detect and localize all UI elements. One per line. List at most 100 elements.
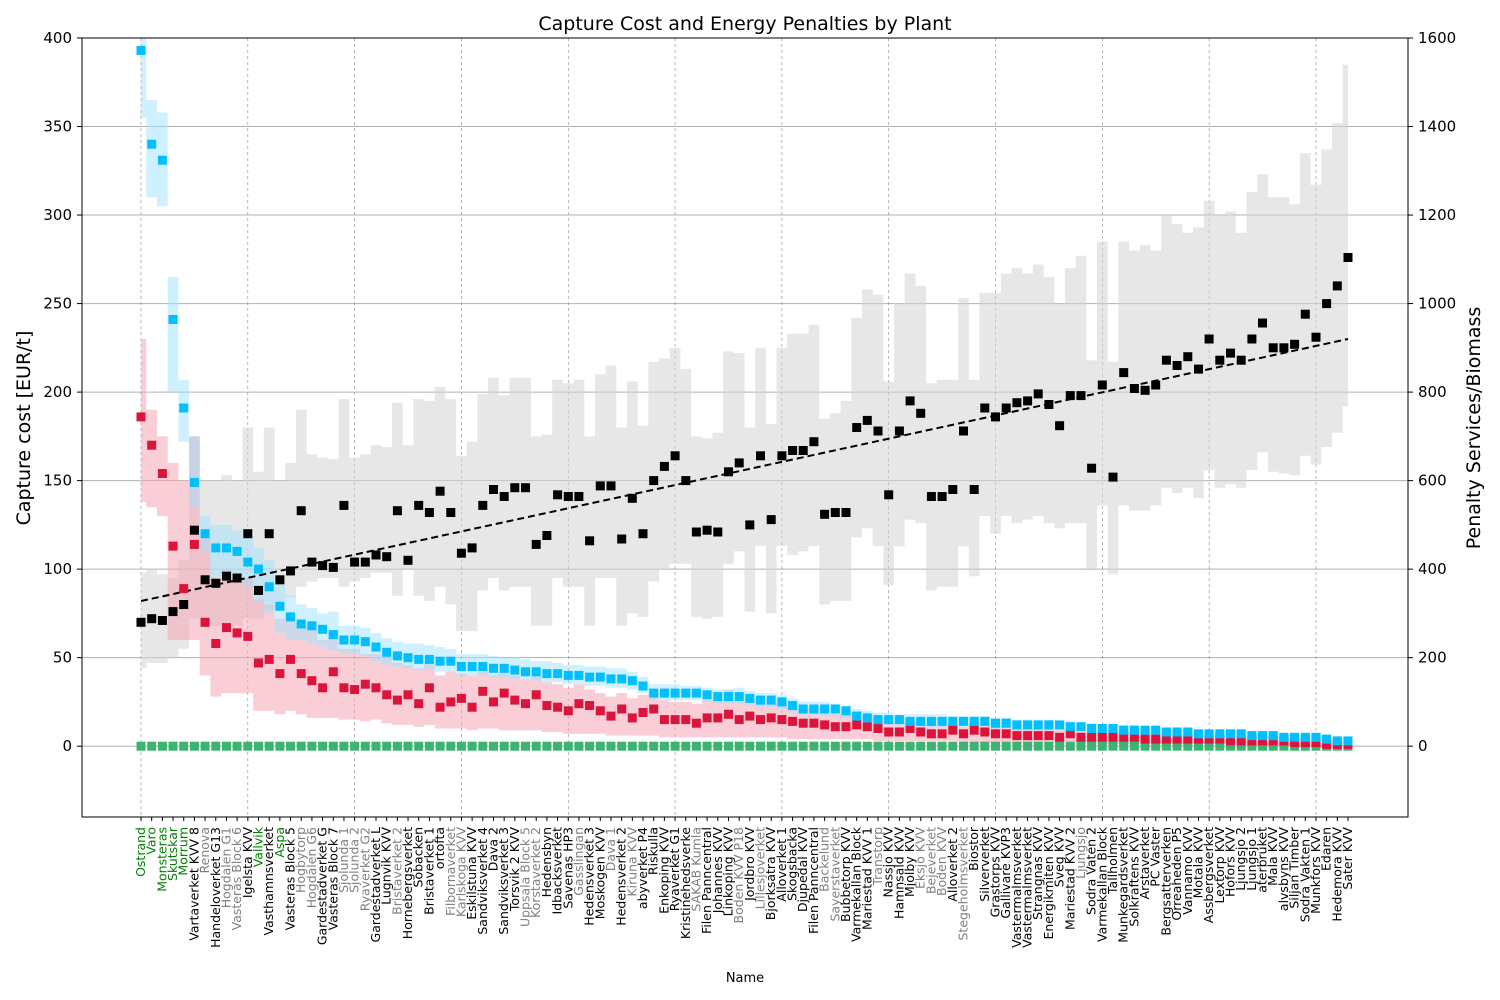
plant-name-label: SAKAB Kumla bbox=[688, 827, 703, 912]
red-penalty-marker bbox=[873, 724, 883, 733]
blue-penalty-marker bbox=[1065, 722, 1075, 732]
blue-penalty-marker bbox=[595, 672, 605, 682]
blue-penalty-marker bbox=[424, 654, 434, 664]
zero-marker bbox=[1247, 741, 1257, 751]
blue-penalty-marker bbox=[1215, 729, 1225, 739]
zero-marker bbox=[638, 741, 648, 751]
zero-marker bbox=[435, 741, 445, 751]
zero-marker bbox=[1087, 741, 1097, 751]
plant-name-label: Vartaverket KVV 8 bbox=[186, 827, 201, 941]
cost-marker bbox=[905, 396, 915, 406]
red-penalty-marker bbox=[638, 708, 648, 717]
zero-marker bbox=[1215, 741, 1225, 751]
red-penalty-marker bbox=[296, 669, 306, 679]
cost-marker bbox=[617, 534, 627, 544]
blue-penalty-marker bbox=[1268, 731, 1278, 741]
plant-name-label: Ljungsjo 1 bbox=[1244, 827, 1259, 891]
red-penalty-marker bbox=[1236, 736, 1246, 746]
blue-penalty-marker bbox=[1172, 727, 1182, 737]
cost-marker bbox=[296, 506, 306, 516]
zero-marker bbox=[200, 741, 210, 751]
cost-marker bbox=[232, 573, 242, 583]
plant-name-label: Bristaverket 2 bbox=[389, 827, 404, 915]
plant-name-label: Ljungsjo 2 bbox=[1233, 827, 1248, 891]
red-penalty-marker bbox=[841, 722, 851, 732]
red-penalty-marker bbox=[1033, 731, 1043, 741]
plant-name-label: Hedensverket 2 bbox=[614, 827, 629, 926]
cost-marker bbox=[1108, 472, 1118, 482]
zero-marker bbox=[1183, 741, 1193, 751]
red-penalty-marker bbox=[585, 701, 595, 710]
zero-marker bbox=[905, 741, 915, 751]
plant-name-label: Mariestad KVV 2 bbox=[1062, 827, 1077, 930]
cost-marker bbox=[1343, 253, 1353, 262]
zero-marker bbox=[542, 741, 552, 751]
plant-name-label: Hedemora KVV bbox=[1329, 827, 1344, 922]
zero-marker bbox=[414, 741, 424, 751]
red-penalty-marker bbox=[360, 679, 370, 689]
cost-marker bbox=[1055, 421, 1065, 431]
trend-line bbox=[140, 338, 1349, 602]
plant-name-label: Bejeverket bbox=[923, 827, 938, 894]
plant-name-label: Orreaheden P5 bbox=[1169, 827, 1184, 921]
red-penalty-marker bbox=[756, 715, 765, 725]
red-penalty-marker bbox=[681, 715, 691, 725]
zero-marker bbox=[318, 741, 328, 751]
red-penalty-marker bbox=[211, 639, 221, 648]
plant-name-label: Transtorp bbox=[870, 827, 885, 887]
cost-marker bbox=[574, 492, 584, 501]
zero-marker bbox=[841, 741, 851, 751]
blue-penalty-marker bbox=[296, 619, 306, 629]
cost-marker bbox=[1151, 380, 1161, 390]
blue-penalty-marker bbox=[286, 612, 295, 622]
red-penalty-marker bbox=[136, 412, 146, 422]
cost-marker bbox=[926, 492, 936, 501]
right-tick-label: 400 bbox=[1418, 560, 1447, 578]
blue-penalty-marker bbox=[1151, 725, 1161, 735]
blue-penalty-marker bbox=[574, 670, 584, 680]
blue-penalty-marker bbox=[1247, 731, 1257, 741]
cost-marker bbox=[521, 483, 530, 493]
cost-marker bbox=[1087, 463, 1097, 473]
blue-penalty-marker bbox=[1332, 736, 1342, 746]
zero-marker bbox=[926, 741, 936, 751]
blue-penalty-marker bbox=[713, 692, 723, 702]
zero-marker bbox=[1204, 741, 1214, 751]
plant-name-label: Varmekallan Block bbox=[1094, 826, 1109, 942]
zero-marker bbox=[563, 741, 573, 751]
zero-marker bbox=[756, 741, 765, 751]
zero-marker bbox=[734, 741, 744, 751]
blue-penalty-marker bbox=[1129, 725, 1139, 735]
blue-penalty-marker bbox=[1300, 732, 1310, 742]
plant-name-label: Hornebergsverket bbox=[400, 827, 415, 939]
red-penalty-marker bbox=[328, 667, 338, 677]
zero-marker bbox=[969, 741, 979, 751]
zero-marker bbox=[1236, 741, 1246, 751]
blue-penalty-marker bbox=[254, 564, 263, 574]
red-penalty-marker bbox=[1055, 732, 1065, 742]
blue-penalty-marker bbox=[937, 716, 947, 726]
plant-name-label: Ryaverket G2 bbox=[357, 827, 372, 911]
cost-marker bbox=[254, 585, 263, 595]
zero-marker bbox=[670, 741, 680, 751]
cost-marker bbox=[200, 575, 210, 585]
zero-marker bbox=[339, 741, 349, 751]
red-penalty-marker bbox=[157, 469, 167, 478]
zero-marker bbox=[724, 741, 733, 751]
cost-marker bbox=[606, 481, 616, 491]
blue-penalty-marker bbox=[200, 529, 210, 539]
y-axis-label-left: Capture cost [EUR/t] bbox=[13, 331, 35, 526]
red-penalty-marker bbox=[307, 676, 317, 686]
cost-marker bbox=[788, 446, 798, 455]
plant-name-label: Strangnas KVV bbox=[1030, 827, 1045, 920]
zero-marker bbox=[222, 741, 231, 751]
red-penalty-marker bbox=[403, 690, 413, 700]
cost-marker bbox=[286, 566, 295, 576]
red-penalty-marker bbox=[553, 702, 563, 712]
plant-name-label: Hedensbyn bbox=[539, 827, 554, 897]
zero-marker bbox=[1258, 741, 1267, 751]
plant-name-label: Eskilstuna KVV bbox=[464, 827, 479, 920]
cost-marker bbox=[1033, 389, 1043, 399]
y-axis-label-right: Penalty Services/Biomass bbox=[1463, 307, 1485, 550]
red-penalty-marker bbox=[264, 654, 274, 664]
